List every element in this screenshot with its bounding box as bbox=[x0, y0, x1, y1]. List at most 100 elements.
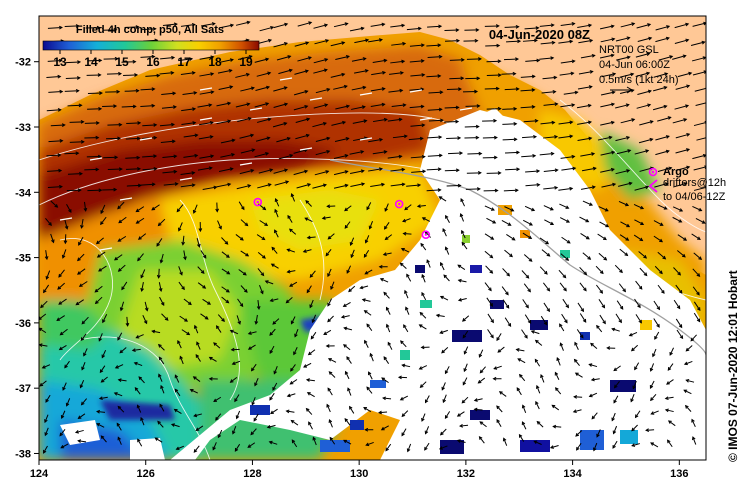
current-arrow bbox=[274, 229, 279, 238]
x-tick-label: 130 bbox=[350, 468, 368, 480]
current-arrow bbox=[652, 85, 668, 92]
current-arrow bbox=[588, 392, 598, 398]
current-arrow bbox=[363, 249, 370, 258]
current-arrow bbox=[590, 377, 600, 382]
current-arrow bbox=[639, 120, 654, 126]
current-arrow bbox=[576, 329, 584, 339]
current-arrow bbox=[577, 85, 593, 90]
current-arrow bbox=[80, 333, 87, 342]
current-arrow bbox=[630, 393, 635, 403]
current-arrow bbox=[305, 378, 315, 382]
current-arrow bbox=[137, 233, 147, 240]
current-arrow bbox=[289, 281, 298, 287]
current-arrow bbox=[559, 203, 570, 209]
current-arrow bbox=[208, 376, 218, 381]
current-arrow bbox=[427, 24, 443, 29]
current-arrow bbox=[486, 59, 502, 64]
current-arrow bbox=[125, 316, 130, 327]
current-arrow bbox=[426, 188, 442, 192]
current-arrow bbox=[419, 311, 427, 319]
current-arrow bbox=[401, 363, 411, 368]
x-tick-label: 128 bbox=[243, 468, 261, 480]
current-arrow bbox=[312, 436, 317, 446]
current-arrow bbox=[157, 218, 166, 227]
current-arrow bbox=[56, 315, 65, 321]
current-arrow bbox=[293, 169, 309, 176]
current-arrow bbox=[596, 324, 603, 333]
current-arrow bbox=[240, 219, 249, 227]
current-arrow bbox=[238, 201, 245, 211]
current-arrow bbox=[620, 221, 631, 228]
current-arrow bbox=[276, 136, 291, 143]
current-arrow bbox=[461, 396, 469, 404]
current-arrow bbox=[96, 423, 105, 428]
current-arrow bbox=[216, 182, 232, 188]
current-arrow bbox=[303, 362, 312, 368]
current-arrow bbox=[333, 170, 349, 176]
current-arrow bbox=[43, 284, 50, 294]
current-arrow bbox=[119, 301, 125, 312]
current-arrow bbox=[378, 264, 388, 269]
current-arrow bbox=[544, 219, 555, 226]
current-arrow bbox=[402, 231, 412, 236]
current-arrow bbox=[543, 168, 559, 173]
current-arrow bbox=[340, 314, 350, 319]
current-arrow bbox=[323, 329, 332, 336]
current-arrow bbox=[257, 38, 273, 45]
current-arrow bbox=[484, 205, 495, 211]
x-tick-label: 134 bbox=[563, 468, 582, 480]
current-arrow bbox=[159, 253, 164, 264]
current-arrow bbox=[523, 283, 531, 293]
current-arrow bbox=[634, 298, 641, 309]
current-arrow bbox=[140, 282, 144, 292]
current-arrow bbox=[348, 285, 356, 293]
current-arrow bbox=[657, 251, 667, 260]
current-arrow bbox=[213, 396, 222, 403]
current-arrow bbox=[616, 149, 632, 155]
current-arrow bbox=[334, 137, 350, 142]
current-arrow bbox=[125, 136, 141, 141]
current-arrow bbox=[273, 86, 288, 92]
current-arrow bbox=[657, 284, 665, 294]
drifter-track bbox=[179, 177, 193, 181]
current-arrow bbox=[326, 403, 331, 413]
argo-legend: Argo drifters@12h to 04/06-12Z bbox=[648, 166, 726, 203]
current-arrow bbox=[86, 73, 102, 77]
current-arrow bbox=[343, 326, 353, 331]
current-arrow bbox=[574, 341, 579, 350]
current-arrow bbox=[257, 183, 272, 189]
current-arrow bbox=[382, 396, 392, 401]
current-arrow bbox=[477, 377, 486, 384]
current-arrow bbox=[505, 167, 521, 172]
y-tick-label: -37 bbox=[15, 383, 31, 395]
current-arrow bbox=[521, 270, 530, 279]
current-arrow bbox=[50, 200, 59, 208]
argo-legend-label: Argo bbox=[663, 166, 689, 178]
plot-frame bbox=[38, 15, 707, 461]
colorbar-tick-label: 15 bbox=[115, 55, 129, 69]
current-arrow bbox=[117, 378, 127, 382]
current-arrow bbox=[692, 436, 697, 445]
current-arrow bbox=[346, 265, 352, 274]
current-arrow bbox=[420, 345, 430, 350]
current-arrow bbox=[142, 314, 148, 325]
current-arrow bbox=[578, 38, 594, 44]
current-arrow bbox=[599, 24, 615, 30]
current-arrow bbox=[365, 441, 374, 447]
current-arrow bbox=[163, 182, 179, 186]
current-arrow bbox=[456, 439, 466, 443]
current-arrow bbox=[462, 330, 469, 339]
current-arrow bbox=[217, 68, 233, 74]
current-arrow bbox=[100, 204, 106, 215]
current-arrow bbox=[385, 306, 391, 315]
current-arrow bbox=[652, 348, 657, 358]
current-arrow bbox=[198, 135, 214, 140]
current-arrow bbox=[64, 360, 70, 369]
current-arrow bbox=[354, 69, 369, 74]
drifter-track bbox=[119, 197, 133, 201]
current-arrow bbox=[69, 120, 85, 124]
current-arrow bbox=[114, 364, 124, 369]
current-arrow bbox=[351, 57, 367, 62]
drifter-track bbox=[459, 107, 473, 111]
current-arrow bbox=[94, 296, 103, 305]
